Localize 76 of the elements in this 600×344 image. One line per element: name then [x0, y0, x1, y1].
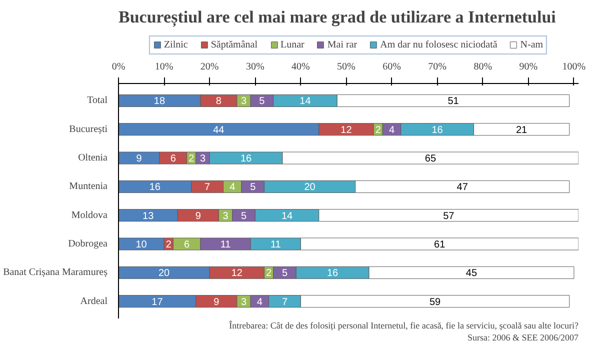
data-label: 14: [281, 210, 294, 222]
y-tick-label: Banat Crișana Maramureș: [3, 267, 108, 278]
x-tick-label: 20%: [200, 62, 219, 72]
x-tick-label: 10%: [154, 62, 174, 72]
data-label: 16: [240, 154, 252, 165]
data-label: 4: [230, 182, 236, 194]
data-label: 6: [170, 154, 176, 165]
data-label: 9: [214, 296, 220, 308]
x-tick-label: 30%: [246, 62, 264, 72]
data-label: 11: [270, 239, 282, 250]
data-label: 45: [466, 268, 478, 280]
x-tick-label: 70%: [428, 62, 446, 72]
data-label: 8: [216, 96, 222, 108]
data-label: 20: [304, 182, 316, 194]
x-tick-label: 50%: [337, 62, 356, 72]
data-label: 10: [136, 239, 148, 250]
chart-title: Bucureștiul are cel mai mare grad de utilizare a Internetului: [118, 8, 556, 28]
y-tick-label: Oltenia: [78, 152, 108, 164]
x-tick-label: 0%: [112, 62, 126, 72]
x-tick-label: 60%: [382, 62, 401, 72]
data-label: 3: [200, 154, 206, 165]
data-label: 61: [434, 239, 446, 250]
data-label: 4: [256, 296, 263, 308]
data-label: 2: [166, 239, 172, 250]
data-label: 2: [266, 268, 272, 280]
y-tick-label: București: [69, 124, 108, 135]
data-label: 57: [443, 210, 455, 222]
data-label: 4: [388, 124, 395, 136]
text: Sursa: 2006 & SEE 2006/2007: [468, 332, 579, 342]
data-label: 47: [456, 182, 468, 194]
data-label: 9: [195, 210, 202, 222]
data-label: 12: [231, 268, 243, 280]
legend-label: Mai rar: [327, 39, 358, 50]
legend-label: N-am: [520, 39, 544, 50]
data-label: 44: [213, 124, 225, 136]
data-label: 51: [448, 96, 460, 108]
data-label: 16: [149, 182, 161, 194]
data-label: 21: [516, 124, 528, 136]
y-tick-label: Ardeal: [80, 296, 108, 307]
x-tick-label: 80%: [474, 62, 492, 72]
legend-label: Zilnic: [164, 39, 188, 50]
x-tick-label: 90%: [519, 62, 538, 72]
data-label: 14: [300, 96, 312, 108]
data-label: 9: [136, 154, 142, 165]
data-label: 11: [220, 239, 232, 250]
data-label: 3: [222, 210, 229, 222]
data-label: 12: [340, 124, 352, 136]
data-label: 5: [259, 96, 266, 108]
legend-label: Lunar: [280, 39, 304, 50]
data-label: 17: [152, 296, 164, 308]
y-tick-label: Muntenia: [69, 181, 108, 192]
data-label: 2: [188, 154, 195, 165]
x-tick-label: 100%: [562, 62, 586, 72]
text: Întrebarea: Cât de des folosiți personal Internetul, fie acasă, fie la serviciu, școală sau alte locuri?: [229, 320, 579, 330]
y-tick-label: Dobrogea: [68, 238, 108, 250]
data-label: 3: [240, 96, 247, 108]
data-label: 7: [282, 296, 288, 308]
data-label: 65: [424, 154, 436, 165]
y-tick-label: Total: [87, 95, 108, 106]
y-tick-label: Moldova: [71, 210, 108, 221]
data-label: 7: [204, 182, 211, 194]
data-label: 3: [240, 296, 247, 308]
data-label: 16: [327, 268, 339, 280]
data-label: 13: [142, 210, 154, 222]
data-label: 18: [154, 96, 166, 108]
data-label: 5: [282, 268, 288, 280]
legend-label: Am dar nu folosesc niciodată: [380, 39, 498, 50]
data-label: 2: [375, 124, 382, 136]
x-tick-label: 40%: [292, 62, 310, 72]
data-label: 5: [240, 210, 247, 222]
data-label: 6: [184, 239, 190, 250]
data-label: 20: [158, 268, 170, 280]
legend-label: Săptămânal: [210, 39, 258, 50]
data-label: 16: [432, 124, 444, 136]
data-label: 5: [250, 182, 256, 194]
data-label: 59: [429, 296, 442, 308]
